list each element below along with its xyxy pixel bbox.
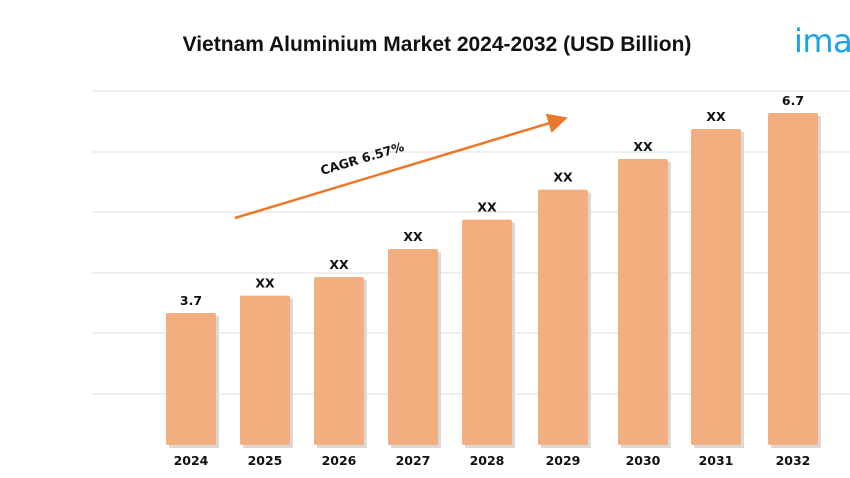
bar-2032	[768, 113, 818, 445]
data-label-2027: XX	[403, 229, 423, 244]
data-label-2025: XX	[255, 276, 275, 291]
x-tick-2028: 2028	[470, 453, 505, 468]
data-label-2029: XX	[553, 170, 573, 185]
bar-2030	[618, 159, 668, 445]
chart-title: Vietnam Aluminium Market 2024-2032 (USD …	[0, 33, 850, 57]
x-tick-labels: 2024 2025 2026 2027 2028 2029 2030 2031 2032	[174, 453, 811, 468]
x-tick-2032: 2032	[776, 453, 811, 468]
imarc-logo: imarc	[794, 22, 850, 60]
bar-2024	[166, 313, 216, 445]
cagr-arrow	[234, 113, 568, 220]
cagr-annotation: CAGR 6.57%	[234, 113, 568, 220]
data-label-2032: 6.7	[782, 93, 804, 108]
x-tick-2026: 2026	[322, 453, 357, 468]
x-tick-2031: 2031	[699, 453, 734, 468]
x-tick-2024: 2024	[174, 453, 209, 468]
bar-2029	[538, 189, 588, 445]
bars	[166, 113, 821, 448]
bar-2026	[314, 277, 364, 445]
x-tick-2027: 2027	[396, 453, 431, 468]
bar-2025	[240, 295, 290, 445]
data-labels: 3.7 XX XX XX XX XX XX XX 6.7	[180, 93, 804, 308]
bar-2028	[462, 219, 512, 445]
bar-2027	[388, 249, 438, 445]
data-label-2031: XX	[706, 109, 726, 124]
chart-title-text: Vietnam Aluminium Market 2024-2032 (USD …	[182, 33, 692, 56]
x-tick-2025: 2025	[248, 453, 283, 468]
x-tick-2029: 2029	[546, 453, 581, 468]
x-tick-2030: 2030	[626, 453, 661, 468]
data-label-2028: XX	[477, 200, 497, 215]
cagr-label: CAGR 6.57%	[319, 139, 407, 178]
data-label-2024: 3.7	[180, 293, 202, 308]
data-label-2026: XX	[329, 257, 349, 272]
bar-2031	[691, 129, 741, 445]
data-label-2030: XX	[633, 139, 653, 154]
